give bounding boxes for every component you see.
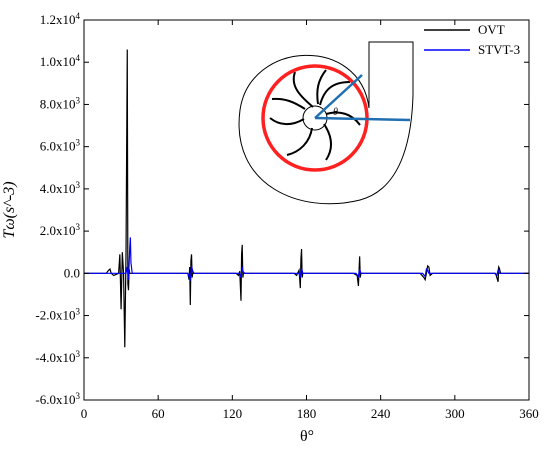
- x-tick-label: 120: [223, 406, 243, 421]
- impeller-blades: [269, 69, 361, 161]
- x-axis-ticks: 0 60 120 180 240 300 360: [81, 20, 539, 421]
- inset-pump-diagram: θ: [238, 41, 414, 205]
- y-tick-label: -4.0x103: [35, 349, 80, 365]
- volute-outer-wall: [238, 41, 414, 205]
- x-tick-label: 0: [81, 406, 88, 421]
- y-tick-label: 8.0x103: [40, 95, 81, 111]
- x-tick-label: 240: [371, 406, 391, 421]
- y-tick-label: 1.0x104: [40, 53, 81, 69]
- x-axis-title: θ°: [300, 428, 314, 445]
- legend: OVT STVT-3: [424, 22, 520, 57]
- y-tick-label: 6.0x103: [40, 138, 81, 154]
- y-axis-title: Tω(s^-3): [1, 181, 18, 238]
- plot-lines: [84, 49, 529, 348]
- plot-frame: [83, 19, 530, 401]
- y-tick-label: 0.0: [64, 265, 80, 280]
- y-tick-label: 2.0x103: [40, 222, 81, 238]
- y-tick-label: 1.2x104: [40, 11, 81, 27]
- legend-label-ovt: OVT: [478, 22, 505, 37]
- series-line-stvt-3: [84, 237, 529, 281]
- legend-label-stvt3: STVT-3: [478, 42, 520, 57]
- y-tick-label: -2.0x103: [35, 307, 80, 323]
- theta-ref-line: [314, 116, 411, 122]
- y-axis-ticks: 1.2x104 1.0x104 8.0x103 6.0x103 4.0x103 2.0x1…: [35, 11, 529, 407]
- x-tick-label: 180: [297, 406, 317, 421]
- x-tick-label: 60: [152, 406, 165, 421]
- y-tick-label: 4.0x103: [40, 180, 81, 196]
- series-line-ovt: [84, 49, 529, 348]
- theta-symbol: θ: [333, 107, 338, 118]
- theta-angle-line: [314, 74, 363, 119]
- x-tick-label: 300: [445, 406, 465, 421]
- x-tick-label: 360: [519, 406, 539, 421]
- y-tick-label: -6.0x103: [35, 391, 80, 407]
